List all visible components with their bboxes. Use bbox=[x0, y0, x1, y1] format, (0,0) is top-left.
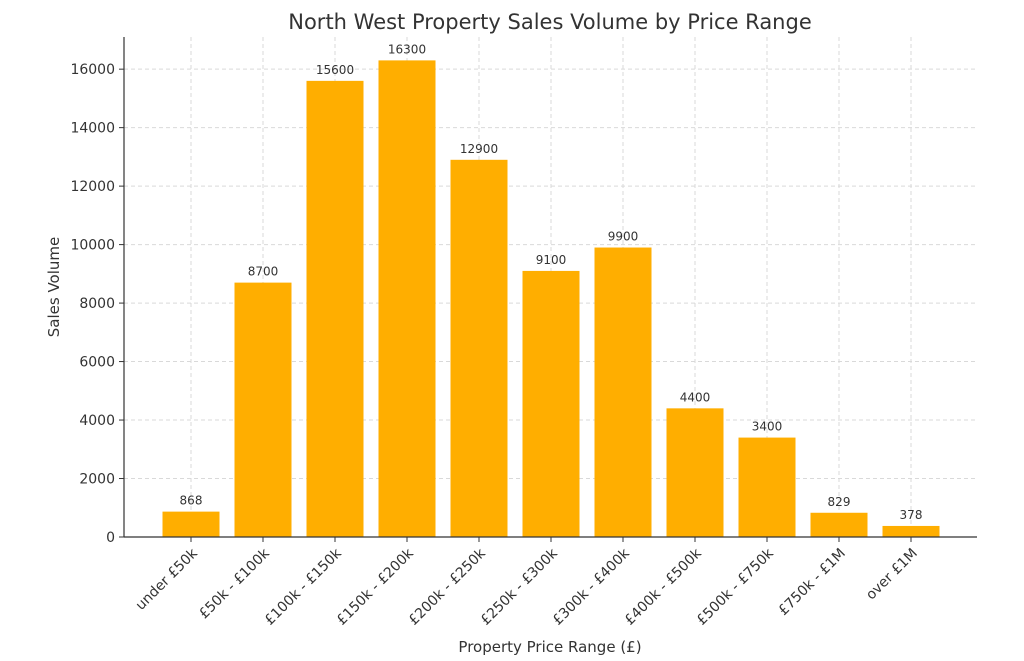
bar-value-label: 12900 bbox=[460, 142, 498, 156]
y-tick-label: 2000 bbox=[79, 472, 115, 488]
bar-value-label: 16300 bbox=[388, 42, 426, 56]
x-tick-label: £750k - £1M bbox=[776, 546, 849, 619]
y-tick-label: 10000 bbox=[70, 238, 115, 254]
y-tick-label: 6000 bbox=[79, 355, 115, 371]
x-tick-label: £500k - £750k bbox=[694, 545, 778, 629]
x-tick-label: £250k - £300k bbox=[478, 545, 562, 629]
x-tick-label: under £50k bbox=[133, 545, 202, 614]
y-tick-label: 4000 bbox=[79, 413, 115, 429]
bar-value-label: 868 bbox=[180, 494, 203, 508]
y-tick-label: 12000 bbox=[70, 179, 115, 195]
bar-value-label: 15600 bbox=[316, 63, 354, 77]
x-axis-label: Property Price Range (£) bbox=[458, 638, 641, 656]
bar bbox=[810, 512, 868, 537]
bar-value-label: 829 bbox=[828, 495, 851, 509]
bar bbox=[162, 511, 220, 537]
x-axis: under £50k£50k - £100k£100k - £150k£150k… bbox=[133, 537, 921, 629]
y-tick-label: 14000 bbox=[70, 121, 115, 137]
bar bbox=[882, 525, 940, 537]
bar bbox=[522, 270, 580, 537]
y-tick-label: 0 bbox=[106, 530, 115, 546]
x-tick-label: £400k - £500k bbox=[622, 545, 706, 629]
bar-value-label: 4400 bbox=[680, 390, 711, 404]
y-tick-label: 16000 bbox=[70, 62, 115, 78]
y-tick-label: 8000 bbox=[79, 296, 115, 312]
x-tick-label: over £1M bbox=[863, 546, 921, 604]
bar bbox=[378, 60, 436, 537]
bar-value-label: 378 bbox=[900, 508, 923, 522]
bar bbox=[594, 247, 652, 538]
bar-value-labels: 868 8700 15600 16300 12900 9100 9900 4400 3400 82… bbox=[180, 42, 923, 522]
bar bbox=[306, 80, 364, 537]
y-axis: 0 2000 4000 6000 8000 10000 12000 14000 16000 bbox=[70, 62, 124, 546]
bar bbox=[738, 437, 796, 537]
bar-value-label: 3400 bbox=[752, 420, 783, 434]
x-tick-label: £150k - £200k bbox=[334, 545, 418, 629]
bar bbox=[666, 408, 724, 537]
x-tick-label: £200k - £250k bbox=[406, 545, 490, 629]
x-tick-label: £100k - £150k bbox=[262, 545, 346, 629]
bar-value-label: 9900 bbox=[608, 230, 639, 244]
x-tick-label: £300k - £400k bbox=[550, 545, 634, 629]
chart-title: North West Property Sales Volume by Pric… bbox=[288, 10, 812, 34]
bar-value-label: 9100 bbox=[536, 253, 567, 267]
bar bbox=[450, 159, 508, 538]
bar bbox=[234, 282, 292, 537]
bar-value-label: 8700 bbox=[248, 265, 279, 279]
x-tick-label: £50k - £100k bbox=[196, 545, 273, 622]
bars bbox=[162, 60, 940, 538]
y-axis-label: Sales Volume bbox=[45, 237, 63, 337]
